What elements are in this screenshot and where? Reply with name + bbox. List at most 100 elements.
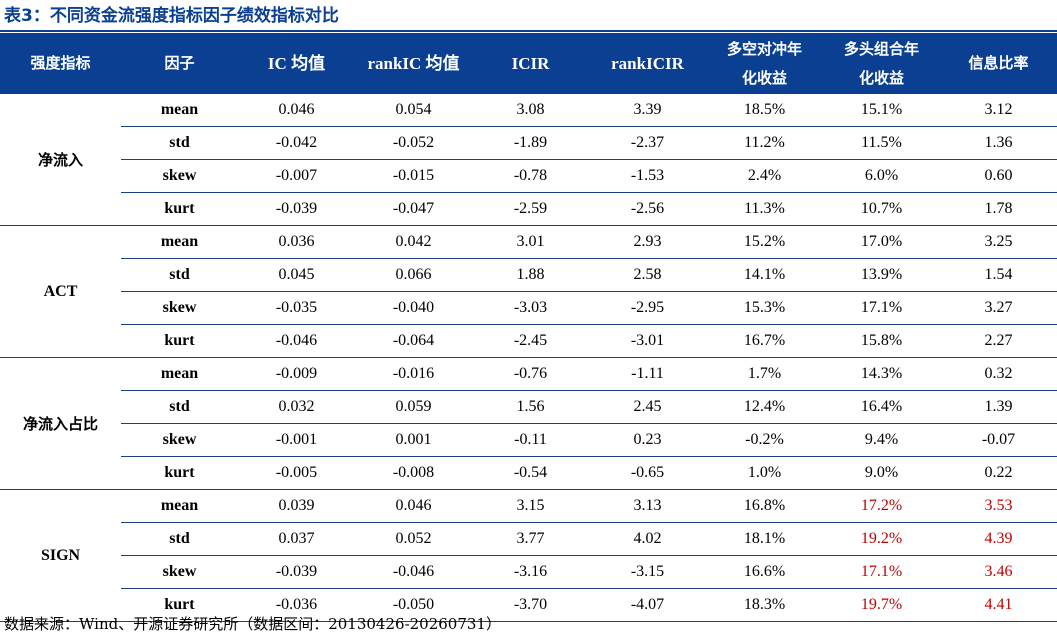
indicator-group-label: ACT bbox=[0, 225, 121, 358]
icir-cell: -3.03 bbox=[472, 291, 589, 325]
ic-mean-cell: 0.037 bbox=[238, 522, 355, 556]
table-title: 表3：不同资金流强度指标因子绩效指标对比 bbox=[4, 6, 339, 26]
factor-name-cell: mean bbox=[121, 357, 238, 391]
header-long-only-line2: 化收益 bbox=[858, 68, 904, 87]
long-only-return-cell: 15.1% bbox=[823, 94, 940, 127]
ic-mean-cell: 0.036 bbox=[238, 225, 355, 259]
long-short-return-cell: 15.2% bbox=[706, 225, 823, 259]
rank-icir-cell: 0.23 bbox=[589, 423, 706, 457]
long-only-return-cell: 11.5% bbox=[823, 126, 940, 160]
factor-name-cell: std bbox=[121, 522, 238, 556]
rank-ic-mean-cell: -0.052 bbox=[355, 126, 472, 160]
header-rank-ic-mean: rankIC 均值 bbox=[355, 33, 472, 94]
info-ratio-cell: 1.36 bbox=[940, 126, 1057, 160]
icir-cell: -1.89 bbox=[472, 126, 589, 160]
ic-mean-cell: -0.046 bbox=[238, 324, 355, 358]
long-short-return-cell: 18.5% bbox=[706, 94, 823, 127]
info-ratio-cell: 0.32 bbox=[940, 357, 1057, 391]
long-only-return-cell: 17.1% bbox=[823, 555, 940, 589]
long-short-return-cell: 18.1% bbox=[706, 522, 823, 556]
table-row: SIGN mean 0.039 0.046 3.15 3.13 16.8% 17.2% 3.53 bbox=[0, 489, 1057, 622]
icir-cell: 3.77 bbox=[472, 522, 589, 556]
rank-icir-cell: 3.13 bbox=[589, 489, 706, 523]
indicator-group-label: 净流入 bbox=[0, 94, 121, 226]
rank-ic-mean-cell: -0.064 bbox=[355, 324, 472, 358]
info-ratio-cell: 1.78 bbox=[940, 192, 1057, 226]
ic-mean-cell: -0.001 bbox=[238, 423, 355, 457]
ic-mean-cell: 0.046 bbox=[238, 94, 355, 127]
header-indicator: 强度指标 bbox=[0, 33, 121, 94]
long-only-return-cell: 16.4% bbox=[823, 390, 940, 424]
long-only-return-cell: 9.0% bbox=[823, 456, 940, 490]
factor-name-cell: kurt bbox=[121, 192, 238, 226]
header-info-ratio: 信息比率 bbox=[940, 33, 1057, 94]
long-short-return-cell: 16.6% bbox=[706, 555, 823, 589]
factor-name-cell: std bbox=[121, 258, 238, 292]
long-only-return-cell: 9.4% bbox=[823, 423, 940, 457]
ic-mean-cell: 0.045 bbox=[238, 258, 355, 292]
table-row: 净流入占比 mean -0.009 -0.016 -0.76 -1.11 1.7% 14.3%… bbox=[0, 357, 1057, 490]
factor-name-cell: std bbox=[121, 390, 238, 424]
long-only-return-cell: 13.9% bbox=[823, 258, 940, 292]
icir-cell: 3.01 bbox=[472, 225, 589, 259]
rank-icir-cell: 4.02 bbox=[589, 522, 706, 556]
long-only-return-cell: 17.0% bbox=[823, 225, 940, 259]
header-factor: 因子 bbox=[121, 33, 238, 94]
info-ratio-cell: 1.39 bbox=[940, 390, 1057, 424]
rank-ic-mean-cell: -0.015 bbox=[355, 159, 472, 193]
long-short-return-cell: 16.7% bbox=[706, 324, 823, 358]
long-only-return-cell: 15.8% bbox=[823, 324, 940, 358]
icir-cell: -0.78 bbox=[472, 159, 589, 193]
ic-mean-cell: 0.032 bbox=[238, 390, 355, 424]
icir-cell: -3.70 bbox=[472, 588, 589, 622]
rank-icir-cell: -2.56 bbox=[589, 192, 706, 226]
icir-cell: 3.15 bbox=[472, 489, 589, 523]
factor-name-cell: kurt bbox=[121, 588, 238, 622]
long-short-return-cell: -0.2% bbox=[706, 423, 823, 457]
long-short-return-cell: 14.1% bbox=[706, 258, 823, 292]
indicator-group-label: 净流入占比 bbox=[0, 357, 121, 490]
rank-icir-cell: -1.53 bbox=[589, 159, 706, 193]
info-ratio-cell: 0.60 bbox=[940, 159, 1057, 193]
table-row: kurt -0.005 -0.008 -0.54 -0.65 1.0% 9.0% 0.22 bbox=[0, 456, 1057, 490]
info-ratio-cell: 3.53 bbox=[940, 489, 1057, 523]
header-long-only-return: 多头组合年 化收益 bbox=[823, 33, 940, 94]
factor-name-cell: mean bbox=[121, 489, 238, 523]
info-ratio-cell: 4.41 bbox=[940, 588, 1057, 622]
table-row: skew -0.035 -0.040 -3.03 -2.95 15.3% 17.1% 3.27 bbox=[0, 291, 1057, 325]
long-only-return-cell: 10.7% bbox=[823, 192, 940, 226]
header-ic-mean: IC 均值 bbox=[238, 33, 355, 94]
table-row: std -0.042 -0.052 -1.89 -2.37 11.2% 11.5% 1.36 bbox=[0, 126, 1057, 160]
ic-mean-cell: -0.039 bbox=[238, 555, 355, 589]
long-only-return-cell: 19.7% bbox=[823, 588, 940, 622]
rank-ic-mean-cell: 0.066 bbox=[355, 258, 472, 292]
factor-name-cell: skew bbox=[121, 159, 238, 193]
rank-ic-mean-cell: 0.042 bbox=[355, 225, 472, 259]
info-ratio-cell: 4.39 bbox=[940, 522, 1057, 556]
icir-cell: -0.76 bbox=[472, 357, 589, 391]
info-ratio-cell: 0.22 bbox=[940, 456, 1057, 490]
icir-cell: -0.11 bbox=[472, 423, 589, 457]
rank-ic-mean-cell: 0.046 bbox=[355, 489, 472, 523]
factor-name-cell: skew bbox=[121, 423, 238, 457]
factor-name-cell: skew bbox=[121, 555, 238, 589]
rank-icir-cell: -2.95 bbox=[589, 291, 706, 325]
table-row: std 0.032 0.059 1.56 2.45 12.4% 16.4% 1.39 bbox=[0, 390, 1057, 424]
title-rule bbox=[0, 30, 1057, 32]
table-row: 净流入 mean 0.046 0.054 3.08 3.39 18.5% 15.1% 3.12 bbox=[0, 94, 1057, 226]
icir-cell: 3.08 bbox=[472, 94, 589, 127]
table-row: kurt -0.039 -0.047 -2.59 -2.56 11.3% 10.7% 1.78 bbox=[0, 192, 1057, 226]
long-only-return-cell: 17.2% bbox=[823, 489, 940, 523]
rank-ic-mean-cell: 0.052 bbox=[355, 522, 472, 556]
long-short-return-cell: 18.3% bbox=[706, 588, 823, 622]
factor-name-cell: mean bbox=[121, 94, 238, 127]
header-long-only-line1: 多头组合年 bbox=[843, 39, 919, 58]
rank-ic-mean-cell: -0.008 bbox=[355, 456, 472, 490]
indicator-group-label: SIGN bbox=[0, 489, 121, 622]
info-ratio-cell: 3.25 bbox=[940, 225, 1057, 259]
header-rank-icir: rankICIR bbox=[589, 33, 706, 94]
ic-mean-cell: -0.039 bbox=[238, 192, 355, 226]
table-row: kurt -0.046 -0.064 -2.45 -3.01 16.7% 15.8% 2.27 bbox=[0, 324, 1057, 358]
table-row: ACT mean 0.036 0.042 3.01 2.93 15.2% 17.0% 3.25 bbox=[0, 225, 1057, 358]
rank-icir-cell: 2.93 bbox=[589, 225, 706, 259]
